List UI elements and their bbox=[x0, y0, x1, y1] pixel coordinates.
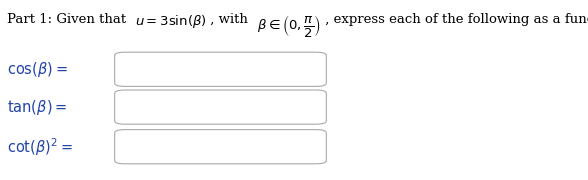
Text: , express each of the following as a function of: , express each of the following as a fun… bbox=[320, 13, 588, 26]
Text: $u = 3\sin(\beta)$: $u = 3\sin(\beta)$ bbox=[135, 13, 206, 30]
Text: $\cot(\beta)^2 =$: $\cot(\beta)^2 =$ bbox=[7, 136, 73, 158]
Text: $\beta \in \left(0, \dfrac{\pi}{2}\right)$: $\beta \in \left(0, \dfrac{\pi}{2}\right… bbox=[257, 13, 320, 39]
FancyBboxPatch shape bbox=[115, 90, 326, 124]
Text: Part 1: Given that: Part 1: Given that bbox=[7, 13, 135, 26]
FancyBboxPatch shape bbox=[115, 130, 326, 164]
Text: , with: , with bbox=[206, 13, 257, 26]
FancyBboxPatch shape bbox=[115, 52, 326, 86]
Text: $\tan(\beta) =$: $\tan(\beta) =$ bbox=[7, 98, 67, 117]
Text: $\cos(\beta) =$: $\cos(\beta) =$ bbox=[7, 60, 68, 79]
